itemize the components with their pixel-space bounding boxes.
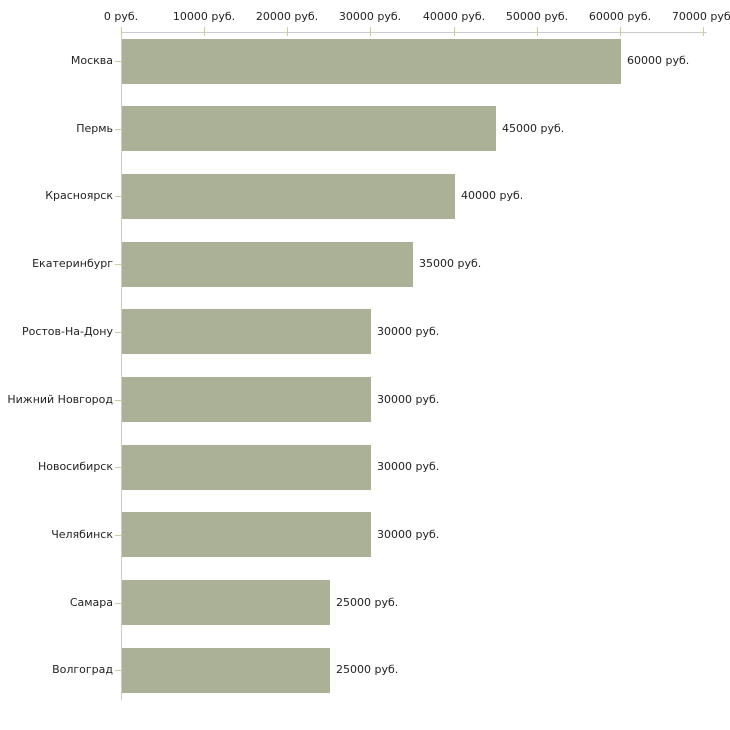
category-label: Красноярск bbox=[45, 189, 113, 202]
x-tick-mark bbox=[121, 27, 122, 36]
value-label: 45000 руб. bbox=[502, 122, 565, 135]
category-tick-mark bbox=[115, 196, 121, 197]
category-label: Ростов-На-Дону bbox=[21, 325, 113, 338]
x-tick-label: 40000 руб. bbox=[422, 10, 486, 23]
value-label: 30000 руб. bbox=[377, 325, 440, 338]
category-tick-mark bbox=[115, 129, 121, 130]
x-tick-mark bbox=[537, 27, 538, 36]
bar bbox=[122, 242, 413, 287]
category-tick-mark bbox=[115, 467, 121, 468]
value-label: 30000 руб. bbox=[377, 528, 440, 541]
value-label: 25000 руб. bbox=[336, 663, 399, 676]
x-tick-label: 60000 руб. bbox=[588, 10, 652, 23]
x-tick-label: 0 руб. bbox=[103, 10, 139, 23]
category-label: Самара bbox=[69, 596, 113, 609]
x-tick-mark bbox=[454, 27, 455, 36]
y-axis-line bbox=[121, 32, 122, 700]
category-tick-mark bbox=[115, 400, 121, 401]
x-tick-label: 70000 руб. bbox=[671, 10, 730, 23]
category-label: Москва bbox=[70, 54, 113, 67]
x-tick-label: 20000 руб. bbox=[255, 10, 319, 23]
bar bbox=[122, 106, 496, 151]
category-label: Пермь bbox=[76, 122, 113, 135]
category-tick-mark bbox=[115, 332, 121, 333]
x-tick-mark bbox=[370, 27, 371, 36]
value-label: 60000 руб. bbox=[627, 54, 690, 67]
value-label: 30000 руб. bbox=[377, 393, 440, 406]
bar bbox=[122, 648, 330, 693]
bar bbox=[122, 445, 371, 490]
x-tick-mark bbox=[287, 27, 288, 36]
x-tick-mark bbox=[204, 27, 205, 36]
x-axis-line bbox=[121, 32, 707, 33]
bar bbox=[122, 512, 371, 557]
bar bbox=[122, 377, 371, 422]
category-label: Екатеринбург bbox=[32, 257, 113, 270]
value-label: 35000 руб. bbox=[419, 257, 482, 270]
category-label: Новосибирск bbox=[37, 460, 113, 473]
x-tick-mark bbox=[620, 27, 621, 36]
category-tick-mark bbox=[115, 61, 121, 62]
category-tick-mark bbox=[115, 264, 121, 265]
category-tick-mark bbox=[115, 603, 121, 604]
category-label: Челябинск bbox=[51, 528, 113, 541]
bar bbox=[122, 174, 455, 219]
x-tick-mark bbox=[703, 27, 704, 36]
x-tick-label: 10000 руб. bbox=[172, 10, 236, 23]
value-label: 40000 руб. bbox=[461, 189, 524, 202]
x-tick-label: 30000 руб. bbox=[338, 10, 402, 23]
bar bbox=[122, 580, 330, 625]
bar bbox=[122, 39, 621, 84]
category-label: Нижний Новгород bbox=[7, 393, 113, 406]
category-label: Волгоград bbox=[52, 663, 113, 676]
x-tick-label: 50000 руб. bbox=[505, 10, 569, 23]
value-label: 30000 руб. bbox=[377, 460, 440, 473]
category-tick-mark bbox=[115, 670, 121, 671]
bar bbox=[122, 309, 371, 354]
category-tick-mark bbox=[115, 535, 121, 536]
value-label: 25000 руб. bbox=[336, 596, 399, 609]
